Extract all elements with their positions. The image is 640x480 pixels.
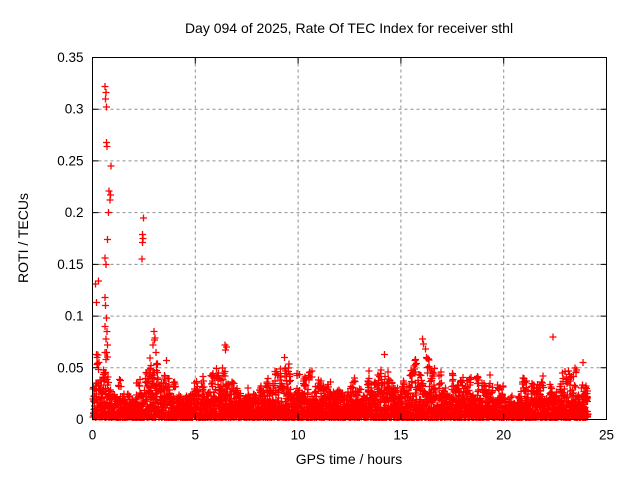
y-tick-label: 0.1 (65, 309, 84, 324)
y-tick-label: 0.15 (57, 257, 83, 272)
y-tick-label: 0.2 (65, 205, 84, 220)
y-tick-label: 0 (76, 412, 84, 427)
x-axis-label: GPS time / hours (296, 451, 403, 467)
scatter-points-band (89, 336, 592, 421)
gridlines (92, 57, 607, 420)
y-tick-label: 0.25 (57, 153, 83, 168)
axis-ticks (92, 57, 607, 420)
x-tick-label: 5 (192, 428, 200, 443)
x-tick-label: 10 (291, 428, 306, 443)
y-tick-label: 0.05 (57, 360, 83, 375)
y-tick-label: 0.35 (57, 50, 83, 65)
chart-title: Day 094 of 2025, Rate Of TEC Index for r… (185, 20, 513, 36)
y-tick-labels: 0 0.05 0.1 0.15 0.2 0.25 0.3 0.35 (57, 50, 83, 427)
x-tick-label: 15 (393, 428, 408, 443)
x-tick-label: 25 (599, 428, 614, 443)
scatter-points-outliers (92, 83, 587, 366)
y-axis-label: ROTI / TECUs (15, 193, 31, 283)
plot-border (92, 57, 607, 420)
x-tick-label: 0 (89, 428, 97, 443)
x-tick-labels: 0 5 10 15 20 25 (89, 428, 614, 443)
x-tick-label: 20 (496, 428, 511, 443)
y-tick-label: 0.3 (65, 102, 84, 117)
